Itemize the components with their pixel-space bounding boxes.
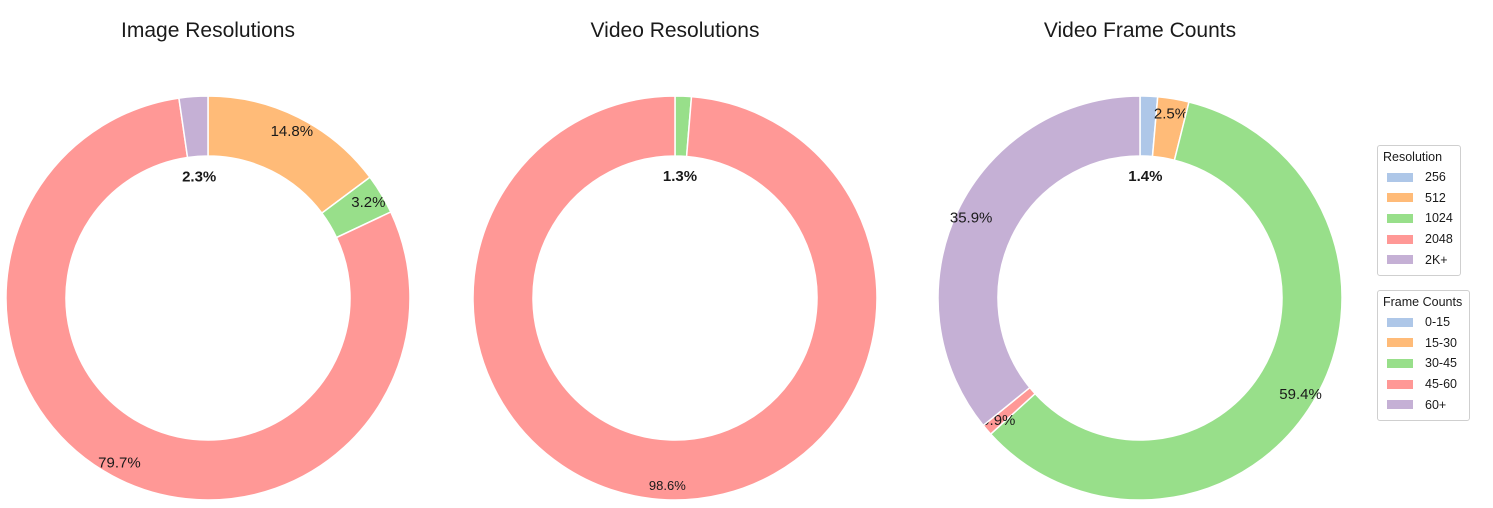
donut-chart-image-resolutions: Image Resolutions 14.8% 3.2% 79.7% 2.3%	[5, 19, 411, 501]
legend-label: 512	[1425, 190, 1446, 205]
legend-label: 2K+	[1425, 252, 1448, 267]
slice-label-15-30: 2.5%	[1154, 106, 1188, 123]
legend-label: 2048	[1425, 232, 1453, 247]
legend-frame-counts: Frame Counts 0-15 15-30 30-45 45-60 60+	[1377, 290, 1471, 421]
legend-swatch	[1387, 255, 1413, 265]
slice-60	[937, 95, 1141, 427]
slice-label-60: 35.9%	[950, 210, 993, 227]
legend-item-15-30: 15-30	[1383, 333, 1462, 354]
legend-item-512: 512	[1383, 188, 1453, 209]
slice-label-30-45: 59.4%	[1279, 386, 1322, 403]
legend-item-1024: 1024	[1383, 208, 1453, 229]
legend-swatch	[1387, 379, 1413, 389]
legend-title: Frame Counts	[1383, 295, 1463, 309]
legend-label: 45-60	[1425, 377, 1457, 392]
slice-2048	[472, 95, 878, 501]
slice-label-1024: 1.3%	[663, 168, 697, 185]
slice-label-0-15: 1.4%	[1128, 168, 1162, 185]
slice-2048	[5, 97, 411, 501]
legend-item-60: 60+	[1383, 394, 1462, 415]
legend-item-30-45: 30-45	[1383, 353, 1462, 374]
slice-label-1024: 3.2%	[351, 194, 385, 211]
slice-30-45	[989, 101, 1343, 501]
legend-swatch	[1387, 400, 1413, 410]
legend-swatch	[1387, 172, 1413, 182]
legend-swatch	[1387, 193, 1413, 203]
legend-resolution: Resolution 256 512 1024 2048 2K+	[1377, 145, 1461, 276]
slice-label-2048: 79.7%	[98, 455, 141, 472]
legend-item-256: 256	[1383, 167, 1453, 188]
chart-title: Video Frame Counts	[1044, 19, 1236, 42]
slice-label-512: 14.8%	[271, 123, 314, 140]
legend-label: 256	[1425, 170, 1446, 185]
legend-item-0-15: 0-15	[1383, 312, 1462, 333]
legend-label: 60+	[1425, 397, 1447, 412]
legend-item-2048: 2048	[1383, 229, 1453, 250]
legend-swatch	[1387, 338, 1413, 348]
legend-label: 30-45	[1425, 356, 1457, 371]
legend-label: 1024	[1425, 211, 1453, 226]
chart-title: Video Resolutions	[591, 19, 760, 42]
legend-title: Resolution	[1383, 150, 1443, 164]
legend-item-2k: 2K+	[1383, 249, 1453, 270]
legend-label: 15-30	[1425, 335, 1457, 350]
legend-swatch	[1387, 234, 1413, 244]
legend-item-45-60: 45-60	[1383, 374, 1462, 395]
legend-swatch	[1387, 213, 1413, 223]
slice-label-2048: 98.6%	[649, 478, 686, 493]
slice-2k	[178, 95, 209, 159]
legend-label: 0-15	[1425, 315, 1451, 330]
chart-title: Image Resolutions	[121, 19, 295, 42]
donut-chart-video-resolutions: Video Resolutions 1.3% 98.6%	[472, 19, 878, 501]
legend-swatch	[1387, 317, 1413, 327]
legend-swatch	[1387, 358, 1413, 368]
slice-label-2k: 2.3%	[182, 168, 216, 185]
